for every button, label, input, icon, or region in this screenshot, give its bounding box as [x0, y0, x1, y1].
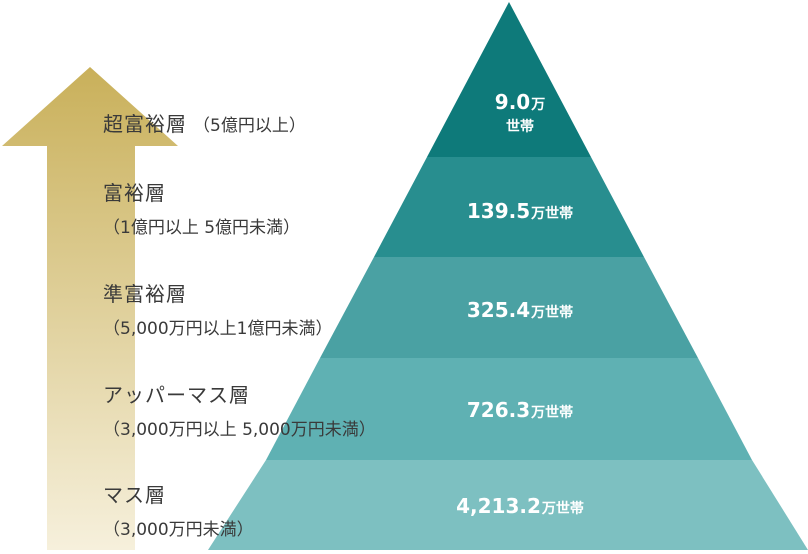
- tier-1-label: 超富裕層 （5億円以上）: [103, 111, 306, 137]
- tier-5-label: マス層 （3,000万円未満）: [103, 482, 254, 542]
- tier-3-label: 準富裕層 （5,000万円以上1億円未満）: [103, 281, 332, 341]
- tier-1-number: 9.0: [494, 90, 531, 114]
- tier-4-label: アッパーマス層 （3,000万円以上 5,000万円未満）: [103, 382, 376, 442]
- tier-2-value: 139.5万世帯: [420, 199, 620, 223]
- tier-5-name: マス層: [103, 483, 166, 507]
- tier-2-number: 139.5: [466, 199, 531, 223]
- tier-3-number: 325.4: [466, 298, 531, 322]
- upward-arrow-icon: [2, 67, 178, 550]
- tier-2-unit: 万世帯: [531, 206, 574, 222]
- tier-2-range: （1億円以上 5億円未満）: [103, 218, 301, 238]
- tier-4-name: アッパーマス層: [103, 383, 250, 407]
- tier-4-range: （3,000万円以上 5,000万円未満）: [103, 420, 376, 440]
- tier-2-name: 富裕層: [103, 181, 166, 205]
- tier-3-name: 準富裕層: [103, 282, 187, 306]
- tier-3-band: [320, 257, 698, 358]
- tier-5-range: （3,000万円未満）: [103, 520, 254, 540]
- tier-4-number: 726.3: [466, 398, 531, 422]
- tier-5-number: 4,213.2: [456, 494, 541, 518]
- tier-1-band: [427, 2, 591, 157]
- tier-1-range: （5億円以上）: [193, 116, 306, 136]
- tier-1-name: 超富裕層: [103, 112, 187, 136]
- tier-4-value: 726.3万世帯: [420, 398, 620, 422]
- tier-5-unit: 万世帯: [541, 501, 584, 517]
- tier-2-label: 富裕層 （1億円以上 5億円未満）: [103, 180, 300, 240]
- tier-4-band: [266, 358, 752, 460]
- tier-4-unit: 万世帯: [531, 405, 574, 421]
- tier-1-unit: 万: [531, 97, 546, 113]
- tier-3-unit: 万世帯: [531, 305, 574, 321]
- tier-3-range: （5,000万円以上1億円未満）: [103, 319, 333, 339]
- tier-2-band: [374, 157, 644, 257]
- tier-1-value: 9.0万 世帯: [420, 90, 620, 137]
- tier-3-value: 325.4万世帯: [420, 298, 620, 322]
- tier-5-value: 4,213.2万世帯: [420, 494, 620, 518]
- tier-1-unit-2: 世帯: [506, 119, 534, 135]
- tier-5-band: [208, 460, 808, 550]
